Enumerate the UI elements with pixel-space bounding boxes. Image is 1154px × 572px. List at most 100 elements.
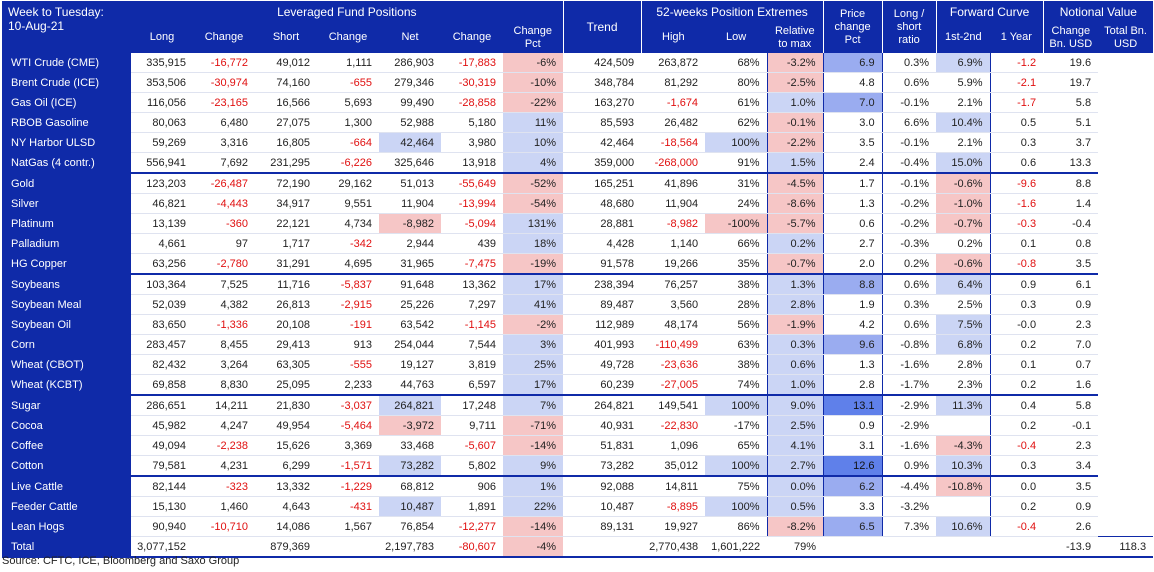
cell-long: 116,056 xyxy=(131,92,193,113)
cell-ntot: 1.4 xyxy=(1043,193,1099,214)
cell-chg-long: 14,211 xyxy=(193,394,255,416)
cell-rel: 38% xyxy=(705,273,768,295)
commodity-name: RBOB Gasoline xyxy=(2,112,131,133)
cell-chg-pct: 131% xyxy=(503,213,564,234)
cell-nchg: 0.0 xyxy=(989,475,1044,497)
cell-high: 359,000 xyxy=(563,152,642,174)
cell-high: 91,578 xyxy=(563,253,642,275)
cell-chg-long: -2,780 xyxy=(193,253,255,275)
cell-long: 83,650 xyxy=(131,314,193,335)
cell-rel: 31% xyxy=(705,172,768,194)
commodity-name: Live Cattle xyxy=(2,475,131,497)
cell-ls: 1.3 xyxy=(822,193,883,214)
cell-low: -110,499 xyxy=(641,334,706,355)
total-nchg: -13.9 xyxy=(1043,536,1099,558)
table-row: Palladium 4,661 97 1,717 -342 2,944 439 18% 4,42… xyxy=(2,233,1153,254)
cell-ntot: 8.8 xyxy=(1043,172,1099,194)
cell-high: 92,088 xyxy=(563,475,642,497)
cell-chg-net: 7,544 xyxy=(441,334,503,355)
cell-net: 2,944 xyxy=(379,233,441,254)
cell-chg-pct: -14% xyxy=(503,516,564,537)
table-row: NY Harbor ULSD 59,269 3,316 16,805 -664 42,46… xyxy=(2,132,1153,153)
cell-chg-pct: -19% xyxy=(503,253,564,275)
cell-rel: 68% xyxy=(705,53,768,73)
cell-rel: 75% xyxy=(705,475,768,497)
cell-chg-net: 5,180 xyxy=(441,112,503,133)
table-row: Wheat (KCBT) 69,858 8,830 25,095 2,233 44,763… xyxy=(2,374,1153,396)
cell-chg-net: -5,607 xyxy=(441,435,503,456)
cell-nchg: 0.3 xyxy=(989,455,1044,477)
cell-high: 85,593 xyxy=(563,112,642,133)
commodity-name: Lean Hogs xyxy=(2,516,131,537)
cell-price: -2.5% xyxy=(766,72,824,93)
cell-fc1: -4.4% xyxy=(882,475,937,497)
cell-price: -8.2% xyxy=(766,516,824,537)
cell-price: -0.1% xyxy=(766,112,824,133)
cell-nchg: 0.6 xyxy=(989,152,1044,174)
cell-price: 1.0% xyxy=(766,92,824,113)
cell-price: 1.3% xyxy=(766,273,824,295)
total-empty-cell xyxy=(193,536,255,558)
cell-long: 69,858 xyxy=(131,374,193,396)
total-empty-cell xyxy=(882,536,937,558)
cell-low: 3,560 xyxy=(641,294,706,315)
table-row: Gold 123,203 -26,487 72,190 29,162 51,013 -55,… xyxy=(2,172,1153,194)
cell-chg-long: -10,710 xyxy=(193,516,255,537)
table-row: Cocoa 45,982 4,247 49,954 -5,464 -3,972 9,711-… xyxy=(2,415,1153,436)
cell-long: 82,432 xyxy=(131,354,193,375)
table-row: Platinum 13,139 -360 22,121 4,734 -8,982 -5,09… xyxy=(2,213,1153,234)
positions-table: Week to Tuesday: 10-Aug-21 Leveraged Fun… xyxy=(2,1,1154,558)
cell-net: -8,982 xyxy=(379,213,441,234)
cell-long: 63,256 xyxy=(131,253,193,275)
total-net: 2,197,783 xyxy=(379,536,441,558)
cell-chg-long: 8,455 xyxy=(193,334,255,355)
cell-nchg: 0.2 xyxy=(989,415,1044,436)
group-forward: Forward Curve xyxy=(936,1,1044,22)
cell-chg-long: -30,974 xyxy=(193,72,255,93)
cell-long: 52,039 xyxy=(131,294,193,315)
cell-ntot: 3.5 xyxy=(1043,253,1099,275)
cell-high: 10,487 xyxy=(563,496,642,517)
cell-price: 4.1% xyxy=(766,435,824,456)
total-empty-cell xyxy=(317,536,379,558)
cell-rel: 91% xyxy=(705,152,768,174)
cell-short: 49,954 xyxy=(255,415,317,436)
col-total-bn: Total Bn. USD xyxy=(1098,22,1154,53)
table-row: Sugar 286,651 14,211 21,830 -3,037 264,821 17,… xyxy=(2,394,1153,416)
cell-nchg: 0.5 xyxy=(989,112,1044,133)
cell-fc2: 6.9% xyxy=(936,53,991,73)
col-change-net: Change xyxy=(441,22,503,53)
col-change-bn: Change Bn. USD xyxy=(1042,22,1099,53)
cell-chg-pct: 4% xyxy=(503,152,564,174)
commodity-name: NY Harbor ULSD xyxy=(2,132,131,153)
cell-high: 165,251 xyxy=(563,172,642,194)
cell-price: -1.9% xyxy=(766,314,824,335)
cell-low: -23,636 xyxy=(641,354,706,375)
cell-chg-short: 1,111 xyxy=(317,53,379,73)
cell-nchg: -2.1 xyxy=(989,72,1044,93)
cell-ls: 3.3 xyxy=(822,496,883,517)
cell-chg-net: -5,094 xyxy=(441,213,503,234)
cell-net: 73,282 xyxy=(379,455,441,477)
cell-short: 15,626 xyxy=(255,435,317,456)
cell-nchg: 0.9 xyxy=(989,273,1044,295)
cell-fc1: 7.3% xyxy=(882,516,937,537)
cell-low: -18,564 xyxy=(641,132,706,153)
cell-ls: 3.5 xyxy=(822,132,883,153)
cell-price: 2.5% xyxy=(766,415,824,436)
cell-ntot: 6.1 xyxy=(1043,273,1099,295)
cell-chg-pct: -52% xyxy=(503,172,564,194)
cell-chg-short: -5,837 xyxy=(317,273,379,295)
table-row: Feeder Cattle 15,130 1,460 4,643 -431 10,487 1… xyxy=(2,496,1153,517)
table-row: RBOB Gasoline 80,063 6,480 27,075 1,300 52,98… xyxy=(2,112,1153,133)
cell-long: 556,941 xyxy=(131,152,193,174)
total-empty-cell xyxy=(936,536,991,558)
cell-chg-long: 4,231 xyxy=(193,455,255,477)
cell-long: 80,063 xyxy=(131,112,193,133)
cell-chg-short: -664 xyxy=(317,132,379,153)
cell-ls: 2.7 xyxy=(822,233,883,254)
col-short: Short xyxy=(255,22,317,53)
cell-chg-short: -555 xyxy=(317,354,379,375)
cell-price: 2.7% xyxy=(766,455,824,477)
commodity-name: Cocoa xyxy=(2,415,131,436)
